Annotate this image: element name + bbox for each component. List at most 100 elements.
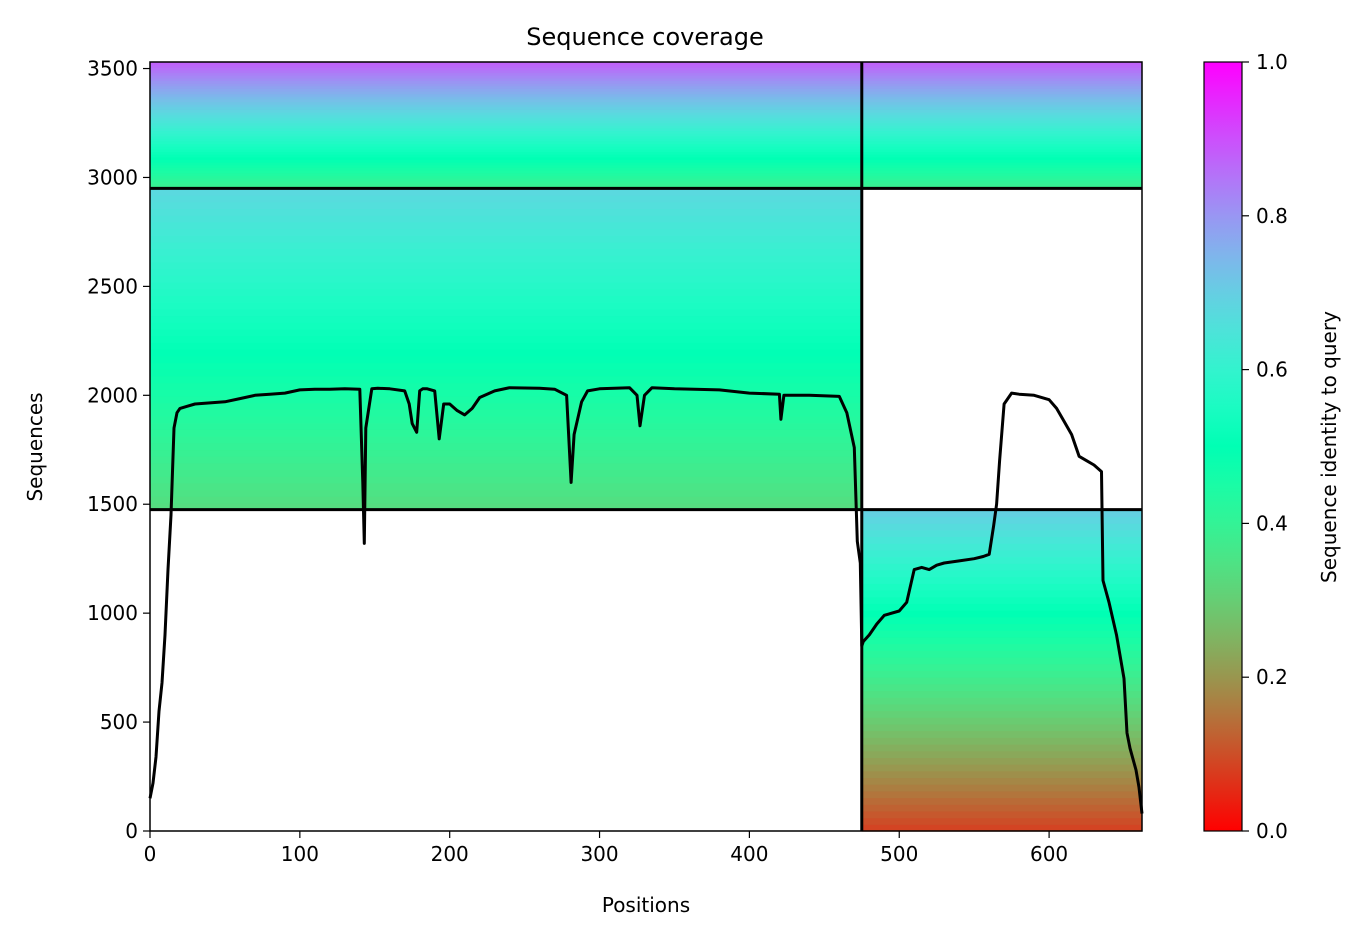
heatmap-strip [861,109,1142,113]
heatmap-strip [150,183,862,187]
x-tick-label: 300 [580,842,618,866]
heatmap-strip [861,797,1142,805]
heatmap-strip [861,177,1142,182]
heatmap-strip [150,159,862,163]
heatmap-strip [861,85,1142,89]
heatmap-strip [861,576,1142,584]
heatmap-strip [861,817,1142,825]
heatmap-strip [861,104,1142,108]
y-tick-label: 2500 [87,274,138,298]
heatmap-strip [150,456,862,464]
heatmap-strip [150,96,862,100]
heatmap-strip [861,119,1142,124]
heatmap-strip [861,143,1142,147]
heatmap-strip [150,125,862,129]
heatmap-strip [861,757,1142,765]
heatmap-strip [861,180,1142,184]
heatmap-strip [861,569,1142,578]
heatmap-strip [150,295,862,303]
heatmap-strip [150,302,862,310]
colorbar-tick-label: 0.2 [1256,665,1288,689]
heatmap-strip [861,737,1142,745]
heatmap-strip [861,703,1142,712]
heatmap-strip [861,151,1142,155]
heatmap-strip [861,72,1142,76]
x-tick-label: 0 [144,842,157,866]
heatmap-strip [150,228,862,236]
heatmap-strip [150,241,862,250]
heatmap-strip [861,670,1142,678]
heatmap-strip [861,164,1142,168]
heatmap-strip [861,64,1142,68]
heatmap-strip [150,119,862,124]
heatmap-strip [861,730,1142,738]
heatmap-strip [861,616,1142,625]
heatmap-strip [861,183,1142,187]
y-tick-label: 2000 [87,383,138,407]
heatmap-strip [150,117,862,121]
heatmap-strip [150,369,862,377]
heatmap-strip [150,75,862,79]
heatmap-strip [861,516,1142,524]
heatmap-strip [150,109,862,113]
heatmap-strip [150,67,862,71]
heatmap-strip [150,395,862,404]
heatmap-strip [150,322,862,330]
heatmap-strip [861,764,1142,772]
heatmap-strip [150,154,862,158]
heatmap-strip [861,610,1142,618]
heatmap-strip [150,415,862,424]
heatmap-strip [150,255,862,263]
heatmap-strip [861,590,1142,598]
heatmap-strip [861,509,1142,517]
y-tick-label: 500 [100,710,138,734]
heatmap-strip [861,750,1142,758]
heatmap-strip [150,167,862,171]
heatmap-strip [861,159,1142,163]
heatmap-strip [150,449,862,457]
heatmap-strip [150,80,862,84]
heatmap-strip [150,389,862,397]
heatmap-strip [150,208,862,216]
heatmap-strip [150,315,862,323]
heatmap-strip [150,422,862,430]
heatmap-strip [150,62,862,66]
heatmap-strip [861,169,1142,174]
colorbar [1203,61,1243,832]
heatmap-strip [150,172,862,176]
heatmap-strip [150,195,862,203]
colorbar-ticks: 0.0 0.2 0.4 0.6 0.8 1.0 [1242,50,1288,843]
heatmap-strip [861,90,1142,95]
heatmap-strip [861,677,1142,685]
heatmap-strip [150,104,862,108]
coverage-line-layer [148,386,1144,814]
heatmap-strip [150,72,862,76]
heatmap-strip [861,523,1142,531]
x-tick-label: 200 [431,842,469,866]
heatmap-strip [861,810,1142,819]
heatmap-strip [150,175,862,179]
y-tick-label: 3000 [87,165,138,189]
heatmap-strip [861,529,1142,538]
heatmap-strip [150,469,862,477]
coverage-line [148,386,1144,814]
y-tick-label: 1500 [87,492,138,516]
heatmap-strip [861,790,1142,799]
heatmap-strip [150,122,862,126]
heatmap-strip [150,93,862,97]
heatmap-strip [861,175,1142,179]
heatmap-strip [150,112,862,116]
heatmap-strip [861,106,1142,110]
heatmap-strip [150,77,862,82]
heatmap-strip [861,156,1142,160]
heatmap-strip [150,382,862,390]
colorbar-tick-label: 0.8 [1256,204,1288,228]
heatmap-strip [150,164,862,168]
heatmap-strip [861,162,1142,166]
heatmap-strip [150,180,862,184]
divider-layer [150,62,1142,831]
heatmap-strip [150,282,862,290]
heatmap-strip [861,112,1142,116]
heatmap-strip [150,148,862,153]
